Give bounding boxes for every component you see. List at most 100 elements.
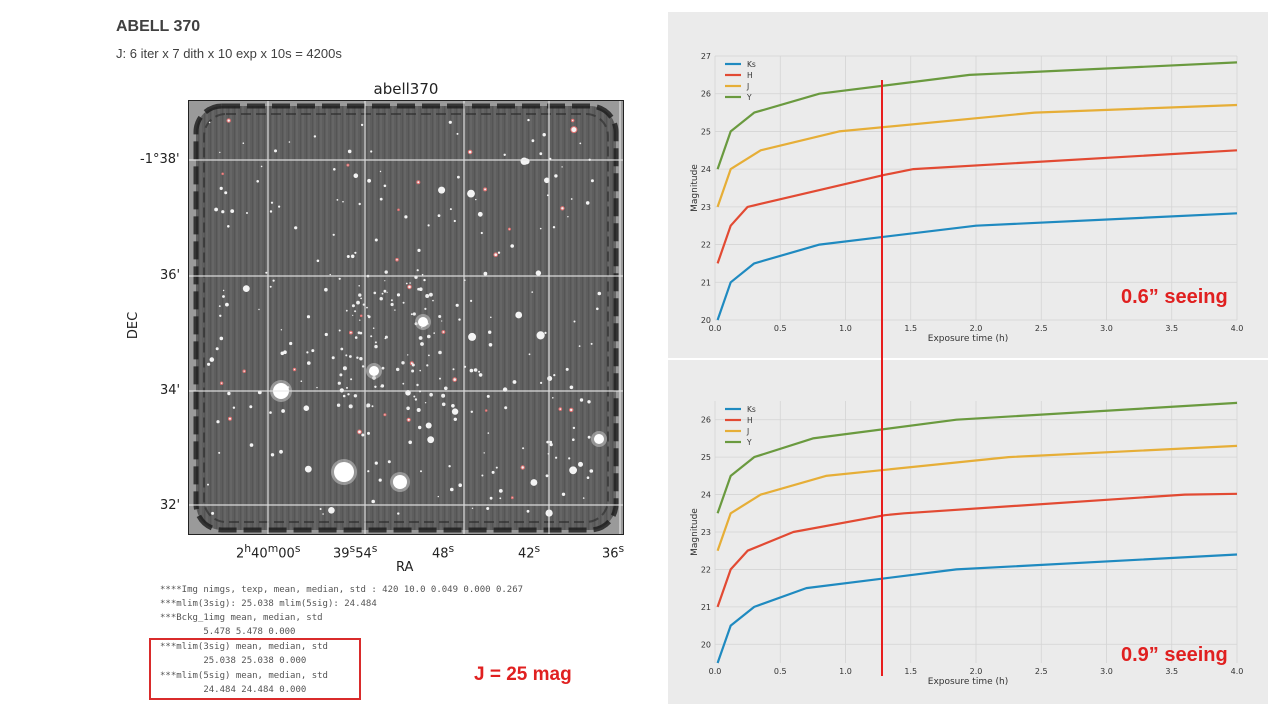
x-tick-label: 0.0	[709, 324, 722, 333]
star	[536, 331, 545, 340]
star	[555, 456, 558, 459]
star	[222, 295, 225, 298]
star	[397, 512, 400, 515]
star	[294, 226, 298, 230]
star	[360, 123, 364, 127]
star	[226, 118, 231, 123]
star	[475, 198, 477, 201]
star	[390, 302, 394, 307]
star	[386, 291, 388, 293]
star	[367, 178, 371, 183]
star	[219, 336, 224, 341]
star	[441, 320, 443, 322]
star	[545, 474, 549, 478]
y-tick-label: 26	[701, 90, 711, 99]
star	[242, 142, 245, 144]
star	[374, 461, 378, 465]
star	[379, 297, 383, 301]
star	[256, 180, 259, 183]
magnitude-chart-0.6-seeing: 0.0 0.5 1.0 1.5 2.0 2.5 3.0 3.5 4.0 20 21 22 23 24 25 2…	[690, 52, 1243, 344]
y-tick-label: 24	[701, 165, 711, 174]
star	[225, 302, 229, 307]
star	[381, 292, 384, 295]
star	[578, 461, 583, 467]
star	[354, 336, 358, 339]
log-line: 24.484 24.484 0.000	[160, 685, 307, 695]
y-tick-label: 26	[701, 416, 711, 425]
star	[249, 443, 254, 447]
legend-label-H: H	[747, 71, 753, 80]
star	[458, 318, 461, 321]
dec-axis-label: DEC	[126, 311, 142, 340]
star	[444, 386, 448, 391]
star	[495, 466, 498, 469]
star	[438, 315, 442, 318]
star	[361, 433, 365, 437]
star	[493, 252, 499, 257]
star	[333, 168, 336, 171]
star	[228, 416, 232, 421]
star	[473, 368, 478, 372]
star	[353, 173, 359, 178]
star	[507, 227, 511, 231]
star	[402, 301, 405, 304]
y-axis-label: Magnitude	[690, 164, 700, 212]
star	[374, 344, 378, 349]
star	[358, 202, 361, 206]
star	[421, 273, 424, 276]
star	[573, 320, 576, 323]
star	[483, 452, 485, 454]
star	[269, 411, 272, 414]
star	[553, 374, 556, 377]
y-tick-label: 22	[701, 241, 711, 250]
star	[292, 367, 297, 372]
star	[552, 397, 554, 399]
star	[357, 331, 361, 335]
star	[353, 394, 358, 398]
star	[451, 404, 455, 408]
star	[569, 385, 574, 390]
star	[572, 426, 576, 430]
star	[552, 226, 556, 229]
star	[288, 141, 291, 143]
star	[515, 311, 523, 319]
star	[214, 207, 218, 212]
star	[395, 257, 399, 262]
star	[480, 231, 483, 235]
star	[303, 405, 310, 412]
star	[512, 380, 517, 384]
star	[230, 209, 235, 213]
star	[448, 465, 451, 468]
star	[437, 214, 441, 217]
y-tick-label: 25	[701, 127, 711, 136]
star	[503, 153, 506, 156]
series-line-J	[716, 444, 1238, 552]
star	[565, 367, 569, 371]
star	[342, 200, 344, 203]
star	[427, 436, 435, 444]
seeing-label-bottom: 0.9” seeing	[1121, 644, 1228, 666]
star	[409, 282, 411, 284]
bright-star	[418, 317, 428, 327]
log-line: 5.478 5.478 0.000	[160, 627, 296, 637]
star	[227, 391, 231, 396]
star	[351, 304, 355, 308]
star	[578, 345, 581, 347]
star	[347, 393, 350, 396]
series-line-Y	[716, 61, 1238, 170]
y-tick-label: 22	[701, 565, 711, 574]
star	[311, 349, 315, 353]
star	[549, 443, 553, 447]
star	[539, 152, 543, 156]
star	[216, 420, 220, 424]
star	[483, 271, 488, 276]
star	[561, 492, 566, 496]
star	[530, 479, 538, 486]
star	[570, 126, 578, 134]
star	[450, 487, 454, 492]
star	[542, 133, 546, 137]
star	[370, 150, 373, 153]
star	[383, 289, 387, 293]
star	[420, 342, 424, 346]
star	[411, 369, 415, 373]
